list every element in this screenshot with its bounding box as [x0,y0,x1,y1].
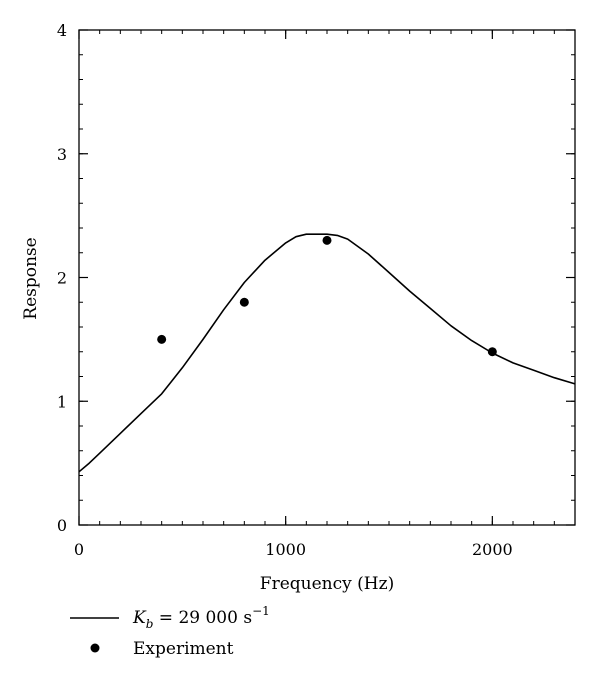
plot-frame [78,29,576,526]
legend-k-value: = 29 000 s [153,608,252,628]
y-tick-label: 4 [57,21,67,40]
experiment-point [322,235,332,245]
legend-dot-label: Experiment [133,639,234,659]
x-tick-label: 0 [74,540,84,559]
x-tick-label: 1000 [265,540,306,559]
axes-layer: 0 1000 2000 0 1 2 3 4 [57,21,576,559]
x-tick-label: 2000 [472,540,513,559]
experiment-point [157,334,167,344]
legend-k-subscript: b [146,617,154,631]
data-layer [78,233,576,473]
y-axis-title: Response [21,237,41,319]
x-axis-title: Frequency (Hz) [260,574,394,594]
legend-k-superscript: −1 [252,604,270,618]
y-tick-label: 3 [57,145,67,164]
legend-k-symbol: K [132,608,147,628]
experiment-point [487,347,497,357]
y-tick-label: 2 [57,269,67,288]
legend-dot-swatch [90,643,100,653]
experiment-point [239,297,249,307]
y-tick-label: 1 [57,392,67,411]
legend: Kb = 29 000 s−1 Experiment [70,604,270,659]
model-curve [78,233,576,473]
legend-line-label: Kb = 29 000 s−1 [132,604,270,631]
y-tick-label: 0 [57,516,67,535]
